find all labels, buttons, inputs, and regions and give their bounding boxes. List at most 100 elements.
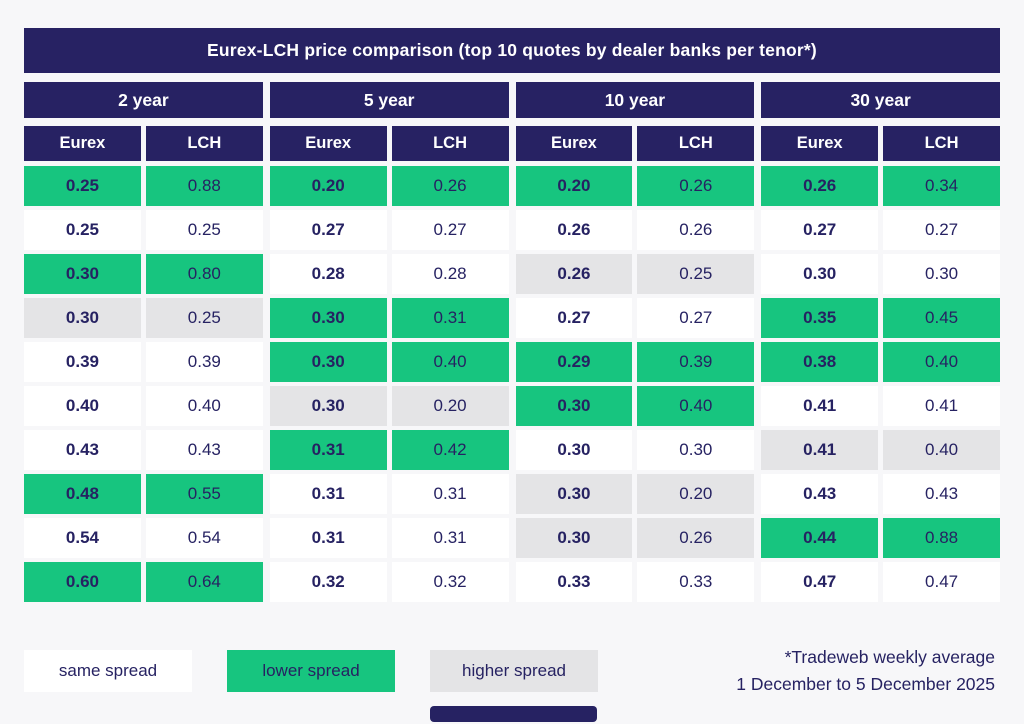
table-row: 0.26 0.34 [761,166,1000,206]
lch-price-cell: 0.26 [637,518,755,558]
table-row: 0.41 0.41 [761,386,1000,426]
lch-price-cell: 0.31 [391,474,509,514]
tenor-header-2-year: 2 year [24,82,263,118]
table-row: 0.30 0.20 [515,474,755,514]
eurex-price-cell: 0.27 [515,298,633,338]
lch-price-cell: 0.40 [883,342,1000,382]
table-row: 0.30 0.25 [24,298,263,338]
column-header-eurex: Eurex [515,126,633,161]
lch-price-cell: 0.30 [883,254,1000,294]
eurex-price-cell: 0.30 [515,430,633,470]
table-row: 0.30 0.26 [515,518,755,558]
subheader-row-30-year: Eurex LCH [761,126,1000,161]
eurex-price-cell: 0.30 [269,342,387,382]
column-header-lch: LCH [883,126,1000,161]
table-row: 0.41 0.40 [761,430,1000,470]
lch-price-cell: 0.55 [145,474,263,514]
lch-price-cell: 0.20 [637,474,755,514]
table-row: 0.30 0.80 [24,254,263,294]
lch-price-cell: 0.33 [637,562,755,602]
eurex-price-cell: 0.43 [761,474,879,514]
eurex-price-cell: 0.30 [515,474,633,514]
legend: same spread lower spread higher spread [24,650,598,692]
lch-price-cell: 0.27 [883,210,1000,250]
table-row: 0.28 0.28 [269,254,509,294]
eurex-price-cell: 0.32 [269,562,387,602]
table-row: 0.40 0.40 [24,386,263,426]
legend-same-spread: same spread [24,650,192,692]
lch-price-cell: 0.43 [145,430,263,470]
eurex-price-cell: 0.33 [515,562,633,602]
lch-price-cell: 0.28 [391,254,509,294]
table-row: 0.35 0.45 [761,298,1000,338]
lch-price-cell: 0.42 [391,430,509,470]
table-row: 0.44 0.88 [761,518,1000,558]
legend-lower-spread: lower spread [227,650,395,692]
column-header-lch: LCH [145,126,263,161]
eurex-price-cell: 0.20 [269,166,387,206]
legend-same-spread-label: same spread [58,661,158,680]
table-row: 0.30 0.40 [515,386,755,426]
lch-price-cell: 0.64 [145,562,263,602]
table-row: 0.25 0.88 [24,166,263,206]
eurex-price-cell: 0.20 [515,166,633,206]
lch-price-cell: 0.40 [145,386,263,426]
column-header-eurex: Eurex [761,126,879,161]
legend-lower-spread-label: lower spread [262,661,360,680]
table-row: 0.25 0.25 [24,210,263,250]
column-header-eurex: Eurex [24,126,141,161]
lch-price-cell: 0.25 [145,298,263,338]
table-row: 0.32 0.32 [269,562,509,602]
footnote: *Tradeweb weekly average 1 December to 5… [736,644,995,698]
tenor-section-10-year: 10 year Eurex LCH 0.20 0.26 0.26 0.26 0.26 0.25 0… [515,82,755,606]
table-row: 0.26 0.25 [515,254,755,294]
eurex-price-cell: 0.27 [269,210,387,250]
column-header-eurex: Eurex [269,126,387,161]
eurex-price-cell: 0.25 [24,210,141,250]
lch-price-cell: 0.88 [145,166,263,206]
eurex-price-cell: 0.25 [24,166,141,206]
subheader-row-5-year: Eurex LCH [269,126,509,161]
eurex-price-cell: 0.47 [761,562,879,602]
eurex-price-cell: 0.60 [24,562,141,602]
subheader-row-2-year: Eurex LCH [24,126,263,161]
eurex-price-cell: 0.41 [761,430,879,470]
table-row: 0.33 0.33 [515,562,755,602]
eurex-price-cell: 0.26 [515,254,633,294]
lch-price-cell: 0.34 [883,166,1000,206]
lch-price-cell: 0.39 [637,342,755,382]
table-row: 0.30 0.40 [269,342,509,382]
eurex-price-cell: 0.30 [24,298,141,338]
eurex-price-cell: 0.31 [269,474,387,514]
table-row: 0.27 0.27 [761,210,1000,250]
lch-price-cell: 0.26 [391,166,509,206]
subheader-row-10-year: Eurex LCH [515,126,755,161]
table-row: 0.26 0.26 [515,210,755,250]
table-row: 0.30 0.30 [515,430,755,470]
table-sections: 2 year Eurex LCH 0.25 0.88 0.25 0.25 0.30 0.80 0.… [24,82,1000,606]
eurex-price-cell: 0.40 [24,386,141,426]
eurex-price-cell: 0.43 [24,430,141,470]
lch-price-cell: 0.40 [637,386,755,426]
lch-price-cell: 0.31 [391,518,509,558]
tenor-header-30-year: 30 year [761,82,1000,118]
lch-price-cell: 0.31 [391,298,509,338]
eurex-price-cell: 0.39 [24,342,141,382]
eurex-price-cell: 0.31 [269,518,387,558]
eurex-price-cell: 0.27 [761,210,879,250]
table-row: 0.27 0.27 [515,298,755,338]
lch-price-cell: 0.30 [637,430,755,470]
lch-price-cell: 0.80 [145,254,263,294]
tenor-header-5-year: 5 year [269,82,509,118]
eurex-price-cell: 0.54 [24,518,141,558]
column-header-lch: LCH [391,126,509,161]
table-row: 0.27 0.27 [269,210,509,250]
table-row: 0.39 0.39 [24,342,263,382]
lch-price-cell: 0.47 [883,562,1000,602]
lch-price-cell: 0.27 [637,298,755,338]
table-row: 0.30 0.30 [761,254,1000,294]
eurex-price-cell: 0.30 [24,254,141,294]
eurex-price-cell: 0.26 [761,166,879,206]
table-row: 0.43 0.43 [24,430,263,470]
eurex-price-cell: 0.35 [761,298,879,338]
